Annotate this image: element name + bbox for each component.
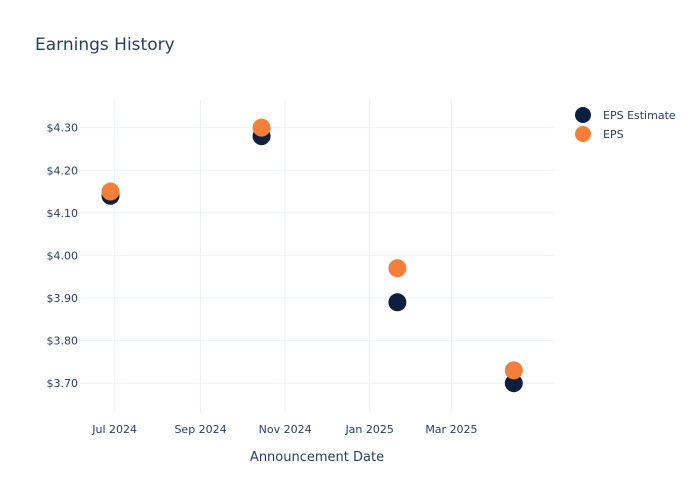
legend-item[interactable]: EPS — [575, 126, 624, 142]
legend[interactable]: EPS Estimate EPS — [575, 107, 676, 142]
y-tick-label: $3.90 — [47, 292, 79, 305]
x-tick-label: Jul 2024 — [91, 423, 137, 436]
chart-title: Earnings History — [35, 35, 175, 55]
legend-label: EPS Estimate — [603, 109, 676, 122]
data-points — [101, 118, 523, 393]
x-tick-label: Nov 2024 — [259, 423, 312, 436]
data-point-eps[interactable] — [101, 182, 120, 201]
y-tick-label: $4.30 — [47, 122, 79, 135]
data-point-eps-estimate[interactable] — [388, 293, 407, 312]
y-tick-label: $3.70 — [47, 377, 79, 390]
legend-item[interactable]: EPS Estimate — [575, 107, 676, 123]
data-point-eps-estimate[interactable] — [504, 374, 523, 393]
data-point-eps[interactable] — [504, 361, 523, 380]
data-point-eps[interactable] — [388, 259, 407, 278]
gridlines — [80, 100, 554, 413]
data-point-eps[interactable] — [252, 118, 271, 137]
y-tick-label: $4.10 — [47, 207, 79, 220]
y-axis-ticks: $3.70 $3.80 $3.90 $4.00 $4.10 $4.20 $4.30 — [47, 122, 79, 391]
y-tick-label: $4.00 — [47, 249, 79, 262]
x-axis-ticks: Jul 2024 Sep 2024 Nov 2024 Jan 2025 Mar 2025 — [91, 423, 477, 436]
x-tick-label: Sep 2024 — [174, 423, 226, 436]
y-tick-label: $3.80 — [47, 335, 79, 348]
legend-marker — [575, 126, 591, 142]
x-tick-label: Mar 2025 — [425, 423, 477, 436]
y-tick-label: $4.20 — [47, 164, 79, 177]
x-tick-label: Jan 2025 — [344, 423, 393, 436]
legend-marker — [575, 107, 591, 123]
x-axis-title: Announcement Date — [250, 450, 384, 465]
legend-label: EPS — [603, 128, 624, 141]
